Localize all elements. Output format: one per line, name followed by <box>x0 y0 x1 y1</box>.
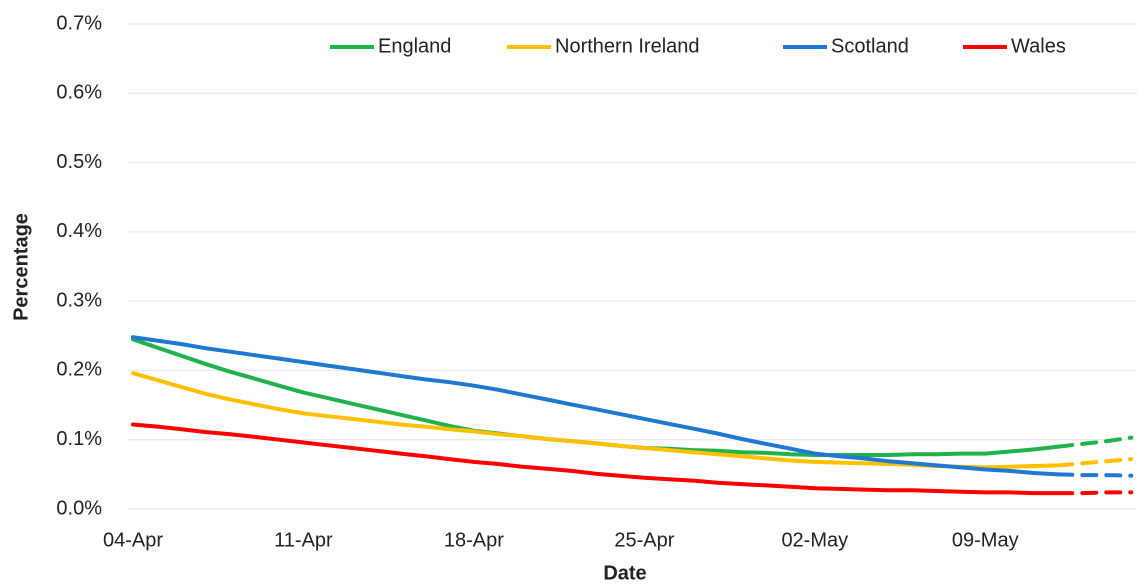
series-line-projection <box>1056 435 1134 449</box>
y-tick-label: 0.4% <box>56 220 102 242</box>
series-line-projection <box>1056 472 1134 478</box>
x-tick-label: 25-Apr <box>614 529 674 551</box>
series-line-projection <box>1056 490 1134 496</box>
x-tick-label: 11-Apr <box>274 529 333 551</box>
y-tick-label: 0.5% <box>56 151 102 173</box>
x-tick-label: 09-May <box>952 529 1019 551</box>
y-tick-label: 0.2% <box>56 359 102 381</box>
series-line-projection <box>1056 457 1134 468</box>
y-tick-label: 0.3% <box>56 289 102 311</box>
x-tick-label: 02-May <box>781 529 848 551</box>
x-tick-label: 04-Apr <box>103 529 163 551</box>
series-line <box>131 335 1061 477</box>
x-axis-title: Date <box>603 562 646 584</box>
y-axis-title: Percentage <box>10 213 32 321</box>
y-tick-label: 0.7% <box>56 12 102 34</box>
x-tick-label: 18-Apr <box>444 529 504 551</box>
series-line <box>131 422 1061 496</box>
y-tick-label: 0.6% <box>56 82 102 104</box>
y-tick-label: 0.0% <box>56 497 102 519</box>
legend-label: Wales <box>1011 35 1066 57</box>
legend-label: England <box>378 35 451 57</box>
legend-label: Northern Ireland <box>555 35 700 57</box>
legend-label: Scotland <box>831 35 909 57</box>
y-tick-label: 0.1% <box>56 428 102 450</box>
